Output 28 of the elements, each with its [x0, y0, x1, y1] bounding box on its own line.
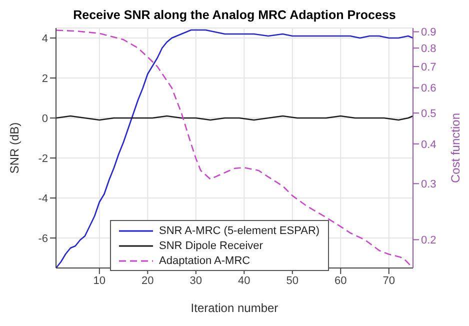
legend-label: SNR A-MRC (5-element ESPAR) [159, 224, 320, 236]
y-tick-label: 2 [42, 72, 48, 85]
x-tick-label: 70 [382, 274, 396, 287]
y2-axis-title: Cost function [448, 112, 462, 184]
x-tick-label: 20 [142, 274, 154, 287]
x-tick-label: 10 [93, 274, 106, 287]
y2-tick-label: 0.2 [421, 234, 436, 247]
x-axis-title: Iteration number [190, 301, 278, 315]
x-tick-label: 50 [286, 274, 299, 287]
y2-tick-label: 0.6 [421, 82, 436, 95]
y-tick-label: -4 [38, 192, 48, 205]
x-tick-label: 60 [334, 274, 347, 287]
legend-label: Adaptation A-MRC [159, 254, 250, 266]
y-tick-label: -6 [38, 232, 48, 245]
y2-tick-label: 0.5 [421, 108, 436, 120]
y-tick-label: 4 [42, 32, 48, 45]
y2-tick-label: 0.4 [421, 138, 436, 151]
y2-tick-label: 0.8 [421, 42, 436, 55]
y2-tick-label: 0.3 [421, 178, 436, 191]
chart-title: Receive SNR along the Analog MRC Adaption Process [72, 8, 397, 24]
y2-tick-label: 0.7 [421, 61, 436, 74]
legend-label: SNR Dipole Receiver [159, 240, 263, 252]
y-tick-label: 0 [42, 112, 48, 125]
x-tick-label: 40 [238, 274, 250, 287]
y-tick-label: -2 [38, 152, 48, 165]
y-axis-title: SNR (dB) [7, 122, 22, 174]
y2-tick-label: 0.9 [421, 26, 436, 39]
x-tick-label: 30 [190, 274, 202, 287]
